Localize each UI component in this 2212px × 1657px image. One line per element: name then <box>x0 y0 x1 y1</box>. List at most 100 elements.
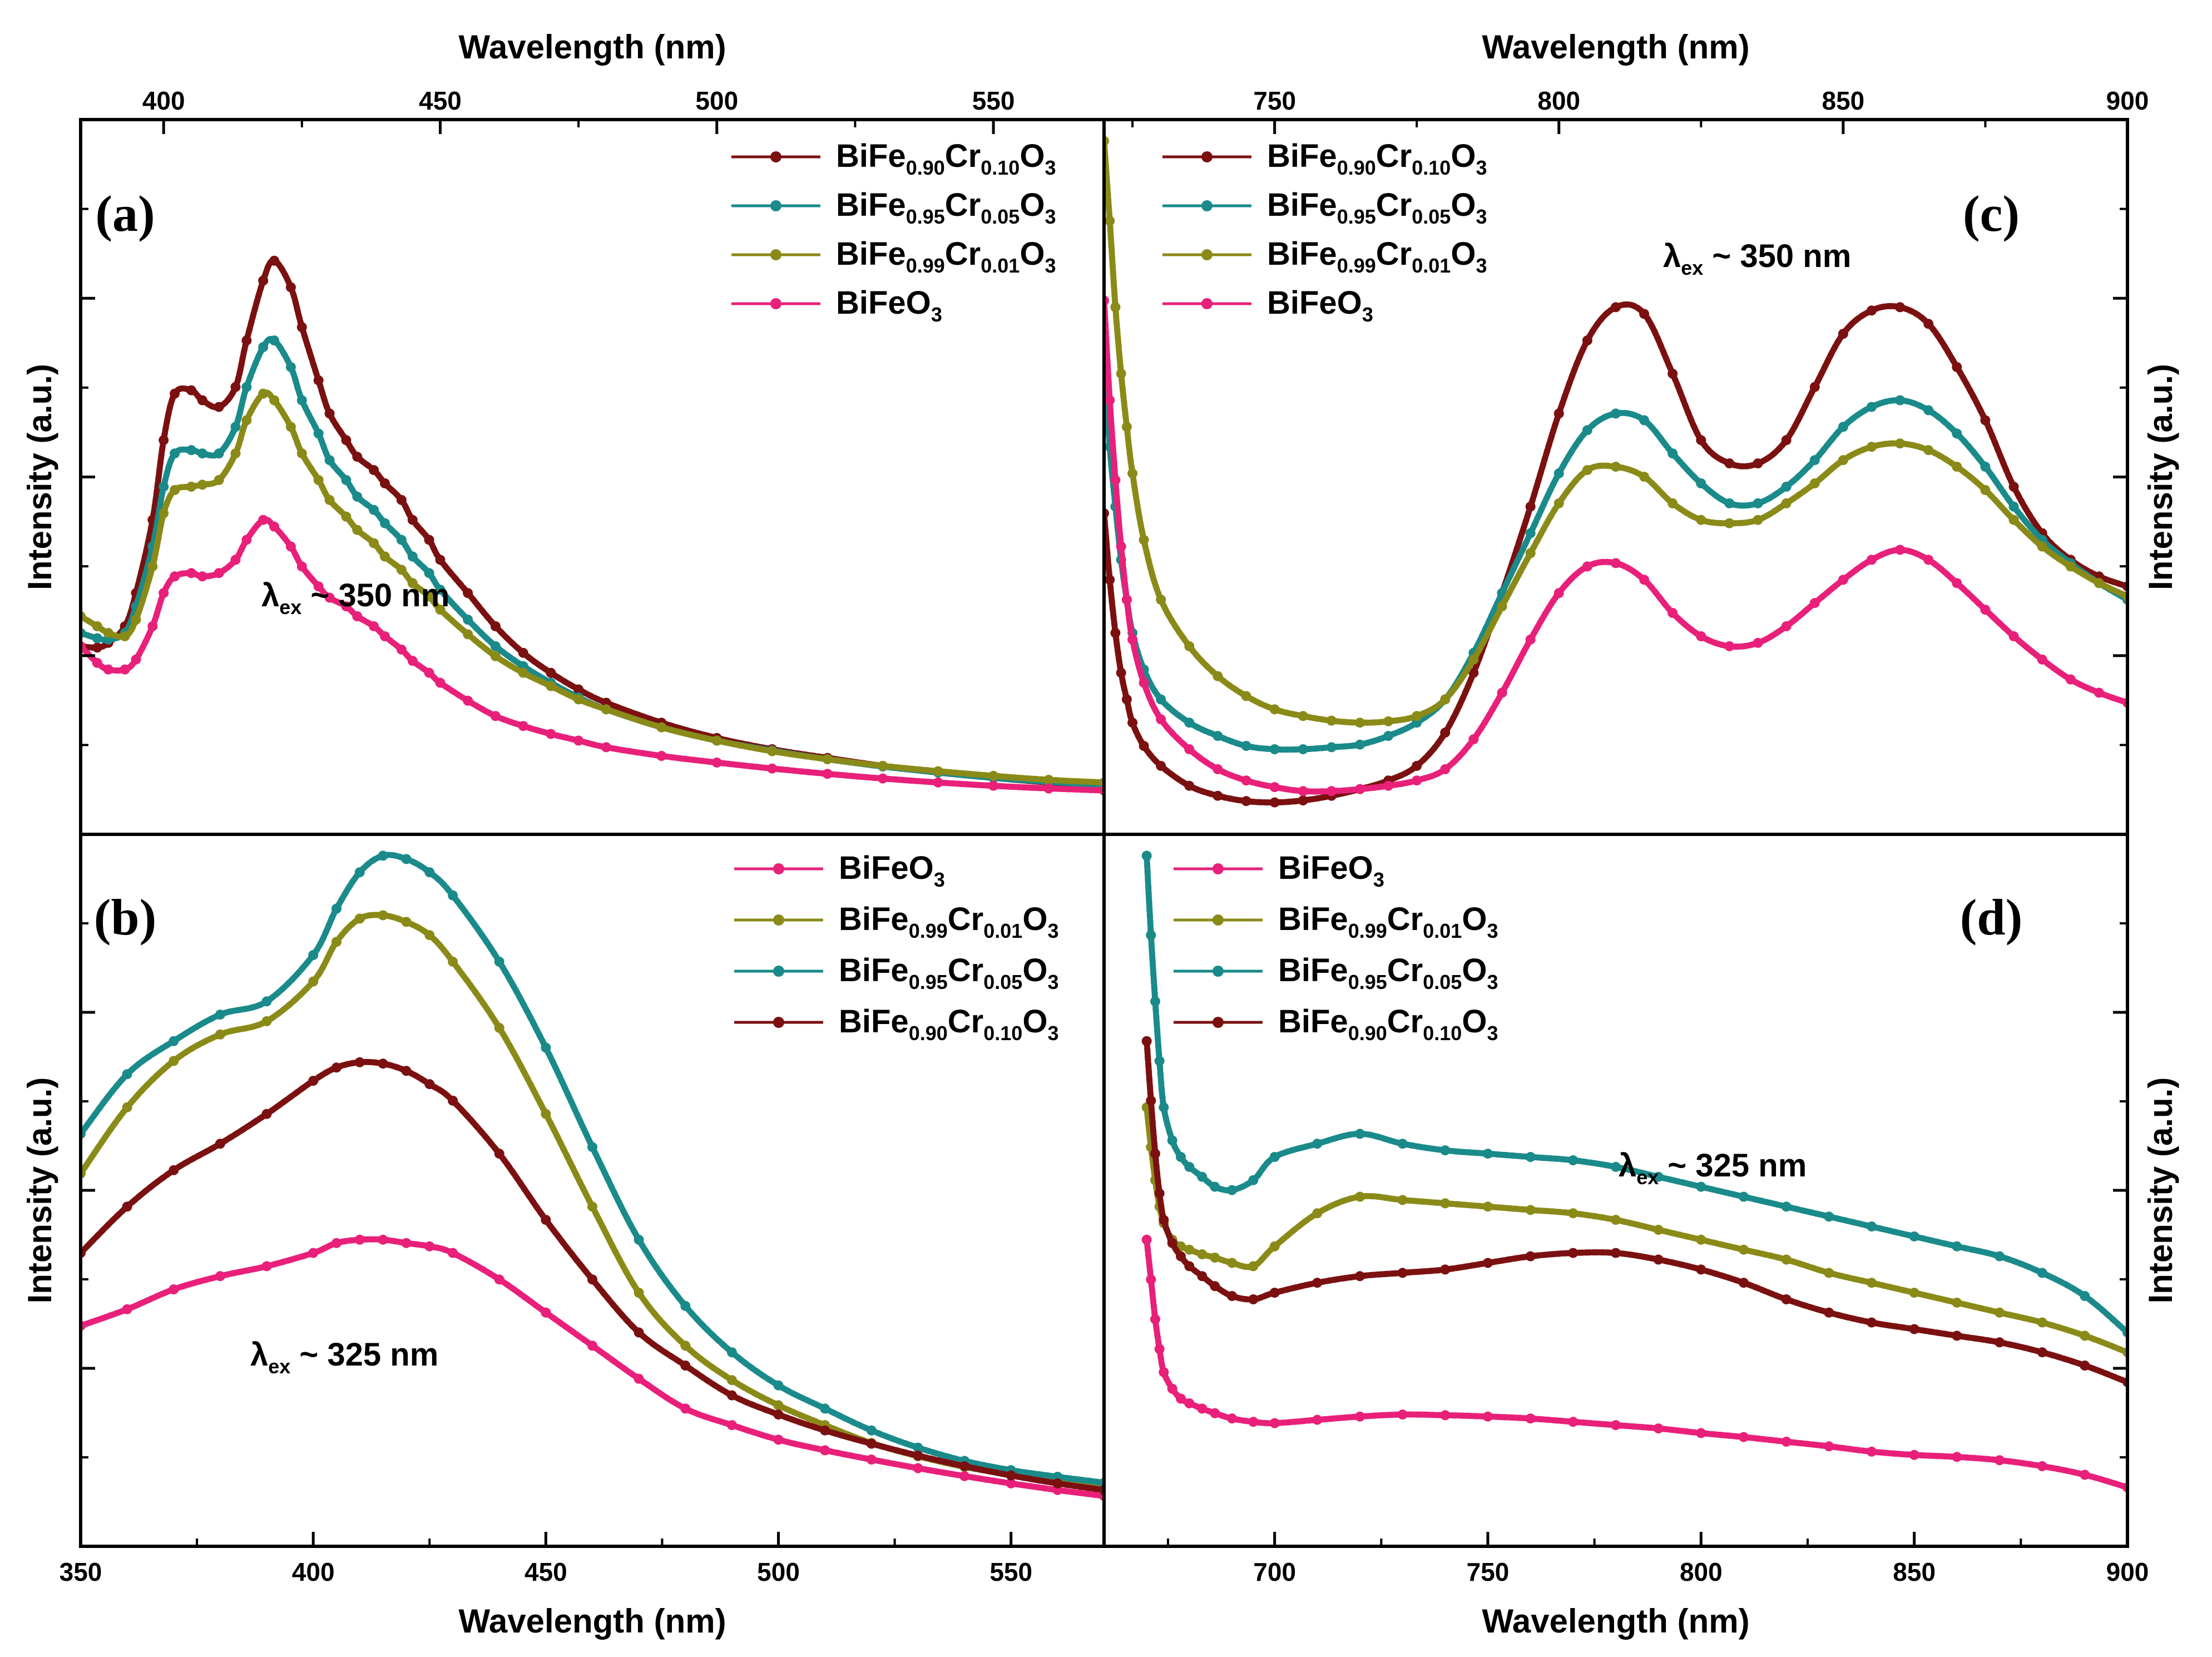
data-point-c-2-28 <box>1753 515 1763 525</box>
data-point-c-2-29 <box>1781 498 1792 508</box>
data-point-c-0-27 <box>1724 458 1735 469</box>
data-point-b-2-14 <box>587 1142 597 1153</box>
x-tick-label-a-0: 400 <box>142 86 185 115</box>
data-point-c-0-36 <box>1980 415 1991 426</box>
data-point-c-1-37 <box>2008 501 2019 512</box>
data-point-a-0-11 <box>230 382 241 392</box>
data-point-b-1-14 <box>587 1201 597 1212</box>
data-point-c-3-1 <box>1105 395 1115 405</box>
data-point-c-3-17 <box>1440 764 1451 774</box>
data-point-d-3-11 <box>1248 1294 1259 1304</box>
data-point-b-1-16 <box>680 1341 691 1351</box>
data-point-c-3-38 <box>2037 654 2047 665</box>
data-point-d-2-15 <box>1397 1139 1408 1149</box>
data-point-a-2-26 <box>435 605 446 615</box>
data-point-d-3-0 <box>1141 1036 1152 1046</box>
data-point-c-0-37 <box>2008 482 2019 492</box>
data-point-a-2-32 <box>601 704 611 715</box>
data-point-c-0-4 <box>1121 694 1132 705</box>
data-point-c-0-18 <box>1468 667 1479 678</box>
data-point-d-3-9 <box>1210 1281 1220 1292</box>
data-point-d-3-21 <box>1653 1254 1664 1265</box>
data-point-a-1-11 <box>230 422 241 432</box>
data-point-c-2-39 <box>2065 561 2076 572</box>
data-point-b-0-19 <box>820 1445 830 1456</box>
data-point-d-2-19 <box>1568 1155 1578 1165</box>
data-point-b-3-7 <box>354 1057 365 1067</box>
legend-entry-a-0: BiFe0.90Cr0.10O3 <box>836 138 1056 179</box>
data-point-a-2-21 <box>369 538 379 548</box>
data-point-d-0-21 <box>1653 1423 1664 1434</box>
data-point-b-0-4 <box>261 1261 272 1272</box>
legend-entry-b-0: BiFeO3 <box>839 850 945 891</box>
data-point-d-1-25 <box>1824 1268 1834 1278</box>
data-point-a-0-26 <box>435 555 446 565</box>
data-point-c-3-37 <box>2008 631 2019 641</box>
data-point-a-0-20 <box>352 452 363 462</box>
data-point-d-0-5 <box>1167 1383 1177 1394</box>
data-point-d-0-19 <box>1568 1417 1578 1427</box>
legend-marker-a-3 <box>770 298 781 309</box>
data-point-d-0-30 <box>2037 1461 2047 1471</box>
data-point-c-1-34 <box>1923 405 1934 416</box>
x-tick-label-c-1: 800 <box>1537 86 1580 115</box>
data-point-c-3-12 <box>1298 786 1308 797</box>
data-point-a-3-27 <box>463 695 473 706</box>
data-point-b-0-17 <box>726 1420 737 1431</box>
data-point-a-0-31 <box>573 684 584 695</box>
data-point-d-2-17 <box>1483 1149 1493 1159</box>
data-point-c-2-13 <box>1326 715 1337 726</box>
data-point-c-2-4 <box>1121 422 1132 432</box>
data-point-a-3-22 <box>380 631 390 641</box>
data-point-c-3-36 <box>1980 605 1991 615</box>
legend-entry-c-3: BiFeO3 <box>1267 285 1373 326</box>
data-point-c-0-24 <box>1639 309 1650 319</box>
data-point-d-2-18 <box>1525 1152 1536 1162</box>
series-line-b-0 <box>81 1236 1104 1499</box>
data-point-d-3-26 <box>1867 1317 1877 1328</box>
data-point-a-3-24 <box>407 656 418 666</box>
data-point-c-2-1 <box>1105 216 1115 226</box>
legend-marker-c-3 <box>1201 298 1213 309</box>
data-point-d-3-10 <box>1227 1291 1237 1301</box>
data-point-b-2-1 <box>122 1069 132 1080</box>
x-tick-label-a-2: 500 <box>695 86 738 115</box>
data-point-a-1-21 <box>369 504 379 515</box>
data-point-d-3-29 <box>1995 1337 2005 1348</box>
data-point-d-3-31 <box>2080 1361 2090 1371</box>
x-tick-label-b-3: 500 <box>757 1557 800 1586</box>
data-point-b-2-18 <box>773 1380 784 1391</box>
data-point-d-2-29 <box>1995 1251 2005 1262</box>
data-point-d-2-4 <box>1159 1102 1169 1112</box>
data-point-d-0-28 <box>1952 1452 1962 1462</box>
data-point-b-0-8 <box>378 1234 388 1245</box>
data-point-a-0-6 <box>159 435 169 446</box>
data-point-d-1-8 <box>1197 1249 1208 1259</box>
data-point-a-3-9 <box>197 571 207 582</box>
legend-entry-d-2: BiFe0.95Cr0.05O3 <box>1278 952 1498 993</box>
data-point-a-2-40 <box>1043 775 1054 785</box>
data-point-c-2-32 <box>1867 442 1877 452</box>
x-tick-label-c-2: 850 <box>1822 86 1865 115</box>
data-point-c-3-25 <box>1667 608 1678 618</box>
legend-marker-d-2 <box>1213 966 1224 977</box>
legend-marker-b-3 <box>773 1017 784 1028</box>
data-point-c-0-11 <box>1269 797 1280 808</box>
data-point-a-3-20 <box>352 611 363 621</box>
data-point-b-0-12 <box>494 1274 504 1285</box>
data-point-a-1-25 <box>424 568 434 578</box>
series-group-c <box>1104 136 2127 808</box>
series-line-c-1 <box>1104 357 2127 753</box>
data-point-d-3-6 <box>1176 1251 1186 1262</box>
data-point-c-3-15 <box>1383 780 1394 791</box>
data-point-c-2-21 <box>1553 498 1564 508</box>
data-point-a-1-9 <box>197 448 207 459</box>
data-point-c-1-32 <box>1867 402 1877 412</box>
data-point-c-1-27 <box>1724 498 1735 508</box>
series-line-b-2 <box>81 852 1104 1486</box>
data-point-c-1-31 <box>1838 422 1848 432</box>
data-point-b-3-4 <box>261 1109 272 1119</box>
data-point-d-0-2 <box>1150 1314 1160 1324</box>
data-point-d-0-17 <box>1483 1411 1493 1422</box>
data-point-c-3-22 <box>1582 561 1592 572</box>
